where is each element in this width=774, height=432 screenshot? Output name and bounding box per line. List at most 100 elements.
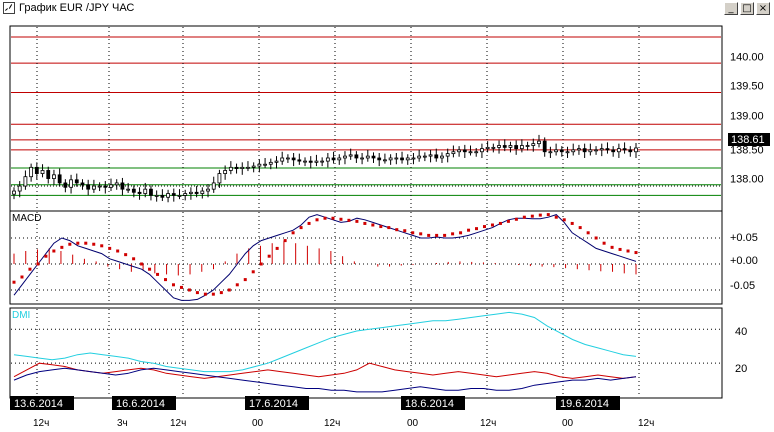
candle-body [628,149,633,153]
close-button[interactable]: × [756,2,770,15]
dmi-adx-line [13,311,637,373]
macd-label: MACD [12,213,41,224]
macd-signal-dot [323,216,327,220]
price-tick-label: 139.00 [730,111,764,123]
candle-body [303,160,307,163]
dmi-label: DMI [12,310,30,321]
candle-body [383,159,387,162]
candle-body [468,151,473,154]
macd-signal-dot [52,249,56,253]
candle-body [400,157,404,161]
price-axis: 140.00 139.50 139.00 138.50 138.00 [730,52,764,186]
candle-body [137,191,142,194]
candle-body [57,174,62,184]
candle-body [502,145,507,148]
chart-canvas: 140.00 139.50 139.00 138.50 138.00 138.6… [0,18,774,432]
candle-body [360,157,364,160]
candle-body [194,191,199,194]
candle-body [634,147,638,153]
macd-signal-dot [403,229,407,233]
candle-body [571,149,576,153]
macd-signal-dot [451,232,455,236]
title-bar[interactable]: График EUR /JPY ЧАС _ □ × [0,0,774,19]
date-tag-label: 17.6.2014 [249,398,298,410]
macd-signal-dot [610,245,614,249]
candle-body [611,149,616,153]
candle-body [314,160,319,163]
candle-body [63,182,68,188]
candle-body [131,188,136,193]
macd-signal-dot [203,292,207,296]
candle-body [548,151,553,154]
macd-signal-dot [546,213,550,217]
candle-body [457,149,462,153]
price-tick-label: 140.00 [730,52,764,64]
candle-body [109,184,113,188]
macd-signal-dot [267,254,271,258]
macd-signal-dot [419,232,423,236]
hour-label: 00 [252,418,264,429]
macd-signal-dot [586,231,590,235]
date-tag-label: 13.6.2014 [14,398,63,410]
candle-body [337,157,342,161]
hour-label: 12ч [33,418,49,429]
candle-body [525,145,530,147]
date-tag-label: 19.6.2014 [560,398,609,410]
candle-body [171,193,176,196]
macd-signal-dot [140,262,144,266]
macd-signal-dot [347,218,351,222]
dmi-plus-line [13,362,637,379]
candle-body [80,182,85,186]
candle-body [23,176,28,187]
date-tag [10,396,74,410]
macd-signal-dot [219,291,223,295]
candle-body [228,166,233,171]
candle-body [480,148,484,153]
macd-signal-dot [490,223,494,227]
macd-signal-dot [562,218,566,222]
minimize-button[interactable]: _ [724,2,738,15]
candle-body [582,148,587,153]
candle-body [531,143,536,146]
candle-body [594,149,598,152]
macd-signal-dot [283,239,287,243]
macd-signal-dot [156,272,160,276]
candle-body [497,145,501,148]
macd-signal-dot [84,241,88,245]
macd-signal-dot [211,292,215,296]
macd-signal-dot [291,231,295,235]
candle-body [434,154,439,159]
macd-signal-dot [28,267,32,271]
candle-body [34,166,39,174]
chart-icon [3,2,15,14]
candle-body [177,195,182,197]
macd-signal-dot [179,285,183,289]
macd-signal-dot [498,221,502,225]
maximize-button[interactable]: □ [740,2,754,15]
candle-body [519,145,524,150]
candle-body [246,166,250,169]
macd-signal-dot [514,217,518,221]
macd-signal-dot [331,216,335,220]
candle-body [537,140,541,145]
candle-body [451,151,456,155]
macd-signal-dot [554,215,558,219]
hour-label: 12ч [638,418,654,429]
candle-body [166,193,170,198]
macd-signal-dot [634,251,638,255]
candle-body [114,182,119,186]
candle-body [508,145,513,148]
candle-body [462,149,467,153]
candle-body [440,155,444,159]
candle-body [69,179,73,188]
date-tag [556,396,620,410]
candle-body [206,188,210,192]
candle-body [325,157,330,162]
candle-body [371,155,376,159]
dmi-grid [11,309,721,397]
macd-signal-dot [227,288,231,292]
macd-signal-dot [124,253,128,257]
candle-body [160,195,165,198]
candle-body [377,157,382,161]
hour-label: 00 [407,418,419,429]
